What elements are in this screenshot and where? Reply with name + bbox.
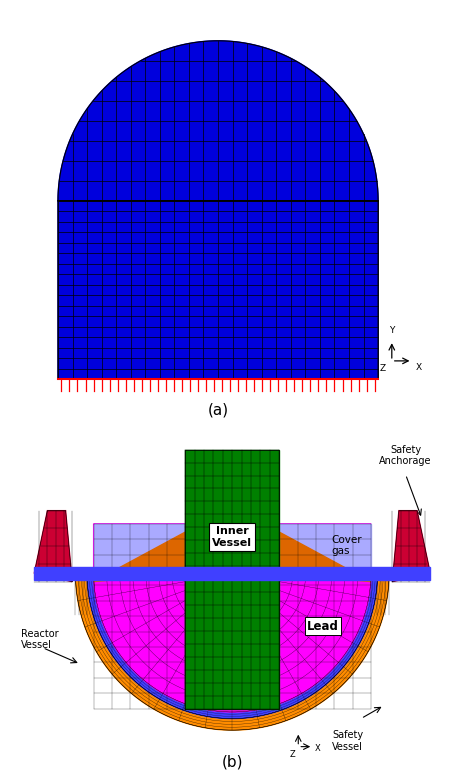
Text: (b): (b) (221, 755, 243, 770)
Text: Cover
gas: Cover gas (331, 534, 362, 556)
Polygon shape (87, 573, 377, 718)
Text: Y: Y (389, 326, 394, 335)
Polygon shape (58, 41, 378, 379)
Text: Z: Z (380, 365, 386, 373)
Polygon shape (34, 567, 430, 580)
Polygon shape (34, 511, 72, 582)
Polygon shape (94, 523, 371, 712)
Text: X: X (416, 363, 422, 372)
Polygon shape (94, 523, 371, 573)
Polygon shape (75, 573, 389, 730)
Text: (a): (a) (208, 402, 228, 417)
Polygon shape (279, 532, 371, 582)
Text: X: X (315, 744, 320, 753)
Polygon shape (392, 511, 430, 582)
Polygon shape (185, 449, 279, 709)
Text: Safety
Vessel: Safety Vessel (332, 730, 364, 752)
Text: Safety
Anchorage: Safety Anchorage (379, 445, 432, 467)
Text: Lead: Lead (307, 619, 339, 633)
Polygon shape (94, 532, 185, 582)
Text: Z: Z (289, 750, 295, 759)
Text: Inner
Vessel: Inner Vessel (212, 527, 252, 548)
Text: Reactor
Vessel: Reactor Vessel (21, 629, 59, 650)
